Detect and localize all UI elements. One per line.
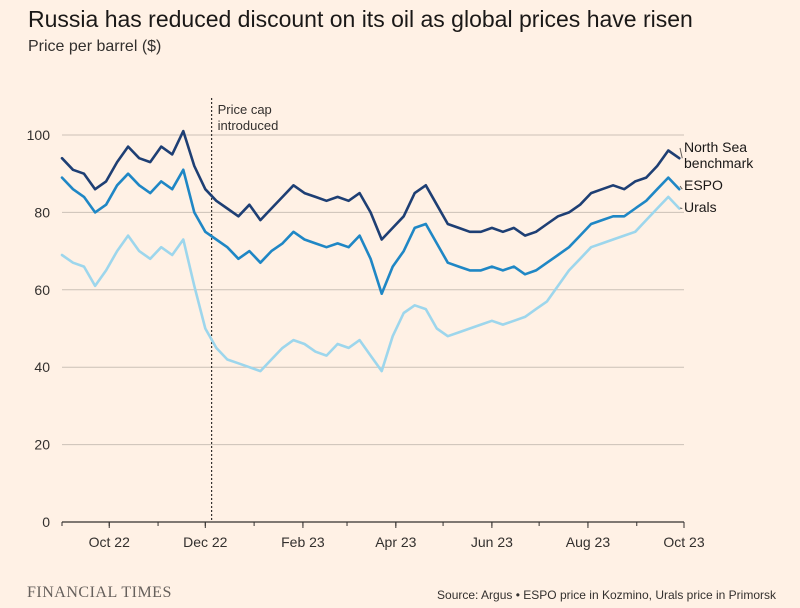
x-tick-label: Aug 23 [566, 534, 611, 550]
series-label: Urals [684, 199, 717, 215]
source-note: Source: Argus • ESPO price in Kozmino, U… [437, 588, 776, 602]
x-tick-label: Dec 22 [183, 534, 228, 550]
series-line-espo [60, 168, 681, 296]
y-tick-label: 100 [27, 127, 51, 143]
series-leader [679, 185, 683, 190]
x-tick-label: Oct 22 [89, 534, 130, 550]
series-line-north-sea-benchmark [60, 129, 681, 241]
y-tick-label: 40 [34, 359, 50, 375]
x-tick-label: Oct 23 [663, 534, 704, 550]
y-tick-label: 0 [42, 514, 50, 530]
series-label: ESPO [684, 177, 723, 193]
x-tick-label: Feb 23 [281, 534, 325, 550]
x-tick-label: Jun 23 [471, 534, 513, 550]
y-tick-label: 20 [34, 437, 50, 453]
y-tick-label: 60 [34, 282, 50, 298]
price-cap-label: Price cap [218, 102, 272, 117]
price-cap-label: introduced [218, 118, 279, 133]
series-label: benchmark [684, 155, 754, 171]
series-leader [679, 147, 683, 159]
series-leader [679, 207, 683, 210]
chart-subtitle: Price per barrel ($) [28, 38, 162, 55]
ft-brand-logo: FINANCIAL TIMES [27, 584, 172, 601]
x-tick-label: Apr 23 [375, 534, 416, 550]
chart-title: Russia has reduced discount on its oil a… [28, 6, 693, 32]
series-label: North Sea [684, 139, 747, 155]
y-tick-label: 80 [34, 204, 50, 220]
series-line-urals [60, 195, 681, 373]
